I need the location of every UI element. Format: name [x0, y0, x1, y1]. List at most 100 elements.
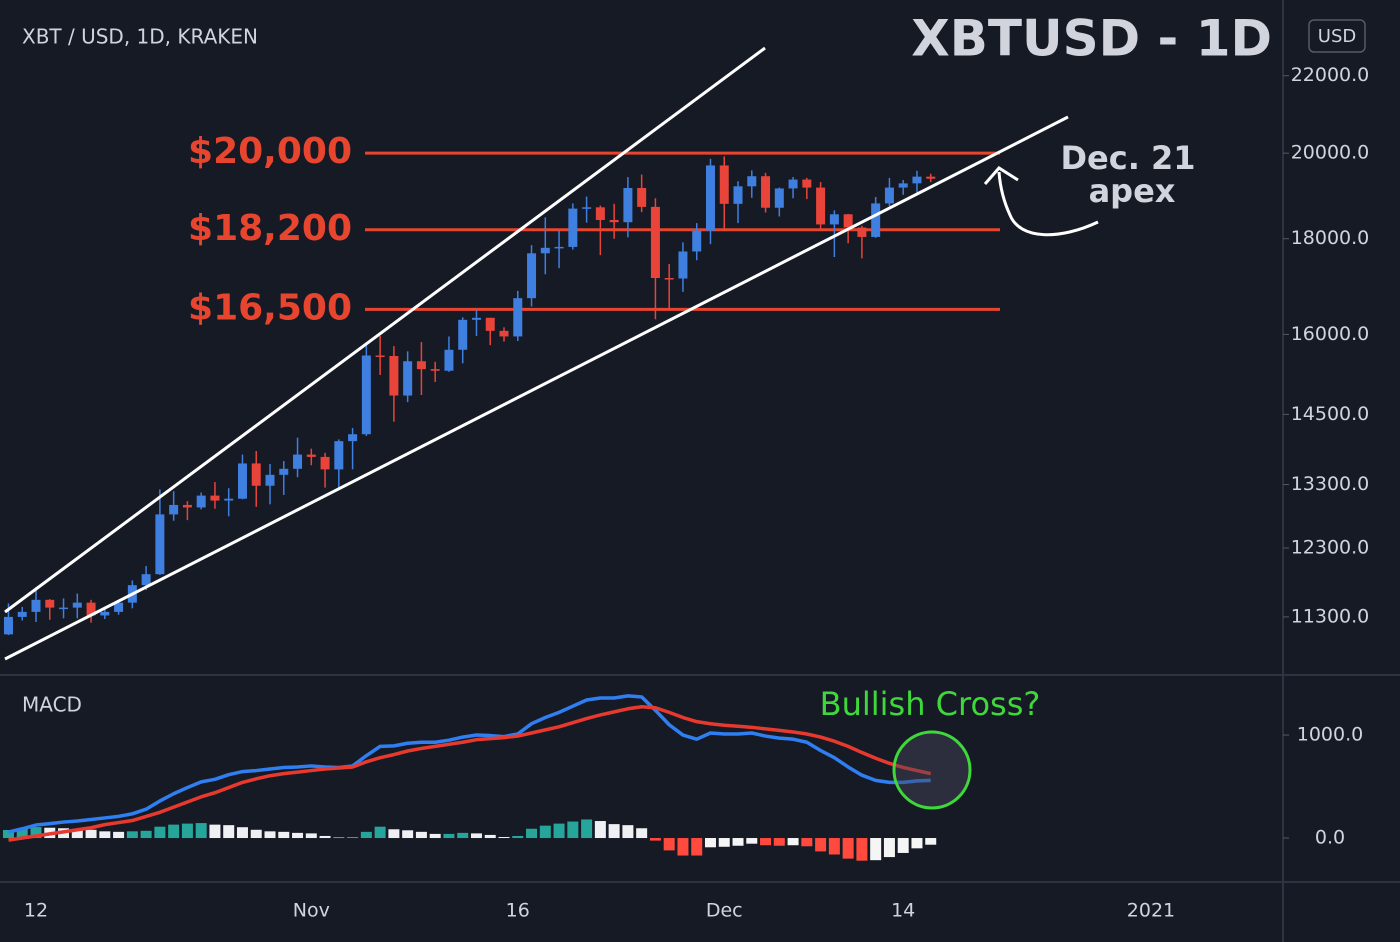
candle-body	[196, 495, 206, 508]
candle-body	[3, 616, 13, 635]
histogram-bar	[278, 831, 290, 839]
candle-body	[334, 441, 344, 470]
candle-body	[912, 176, 922, 184]
candle-body	[678, 251, 688, 279]
candle-body	[237, 463, 247, 499]
histogram-bar	[236, 827, 248, 839]
histogram-bar	[360, 831, 372, 839]
candle-body	[816, 187, 826, 225]
arrow	[997, 171, 1099, 237]
histogram-bar	[704, 838, 716, 848]
histogram-bar	[732, 838, 744, 846]
candle-body	[692, 230, 702, 252]
histogram-bar	[883, 838, 895, 858]
histogram-bar	[897, 838, 909, 853]
macd-line	[8, 704, 932, 842]
x-tick-label: 2021	[1127, 900, 1175, 922]
histogram-bar	[305, 833, 317, 839]
histogram-bar	[484, 834, 496, 839]
histogram-bar	[126, 831, 138, 839]
histogram-bar	[856, 838, 868, 861]
histogram-bar	[815, 838, 827, 852]
candle-body	[224, 498, 234, 501]
candle-body	[279, 468, 289, 475]
x-tick-label: Dec	[706, 900, 743, 922]
histogram-bar	[622, 825, 634, 839]
candle-body	[540, 247, 550, 254]
histogram-bar	[870, 838, 882, 861]
histogram-bar	[415, 831, 427, 839]
pane-title: MACD	[22, 693, 82, 717]
histogram-bar	[526, 828, 538, 839]
trend-line	[4, 115, 1069, 661]
histogram-bar	[760, 838, 772, 846]
histogram-bar	[567, 821, 579, 839]
histogram-bar	[374, 826, 386, 839]
candle-body	[155, 514, 165, 575]
candle-body	[926, 176, 936, 179]
candle-body	[293, 454, 303, 469]
candle-body	[747, 176, 757, 187]
candle-body	[843, 214, 853, 228]
x-tick-label: 12	[24, 900, 48, 922]
y-tick-label: 16000.0	[1291, 323, 1370, 345]
histogram-bar	[292, 832, 304, 839]
candle-body	[375, 355, 385, 357]
histogram-bar	[553, 823, 565, 839]
histogram-bar	[498, 836, 510, 839]
currency-label: USD	[1318, 26, 1356, 47]
candle-body	[59, 607, 69, 610]
candle-body	[141, 574, 151, 586]
candle-body	[416, 361, 426, 370]
histogram-bar	[16, 828, 28, 839]
histogram-bar	[209, 824, 221, 839]
candle-body	[554, 246, 564, 249]
candle-body	[664, 278, 674, 280]
candle-body	[568, 208, 578, 247]
x-tick-label: 14	[891, 900, 915, 922]
y-tick-label: 11300.0	[1291, 605, 1370, 627]
highlight-circle	[892, 730, 972, 810]
candle-body	[31, 599, 41, 612]
chart-subtitle: XBT / USD, 1D, KRAKEN	[22, 25, 258, 49]
y-tick-label: 20000.0	[1291, 142, 1370, 164]
candle-body	[389, 356, 399, 396]
candle-body	[829, 214, 839, 225]
histogram-bar	[333, 837, 345, 839]
histogram-bar	[773, 838, 785, 846]
histogram-bar	[787, 838, 799, 846]
histogram-bar	[677, 838, 689, 856]
histogram-bar	[195, 823, 207, 839]
histogram-bar	[429, 833, 441, 839]
level-label: $16,500	[188, 287, 352, 328]
histogram-bar	[402, 830, 414, 839]
candle-body	[513, 298, 523, 337]
histogram-bar	[99, 831, 111, 839]
candle-body	[251, 463, 261, 486]
histogram-bar	[457, 832, 469, 839]
histogram-bar	[443, 833, 455, 839]
y-tick-label: 13300.0	[1291, 473, 1370, 495]
histogram-bar	[842, 838, 854, 859]
candle-body	[182, 504, 192, 508]
candle-body	[361, 355, 371, 435]
candle-body	[637, 188, 647, 207]
histogram-bar	[925, 838, 937, 845]
candle-body	[265, 474, 275, 486]
histogram-bar	[388, 829, 400, 839]
histogram-bar	[649, 838, 661, 841]
candle-body	[884, 187, 894, 204]
candle-body	[733, 186, 743, 204]
candle-body	[444, 349, 454, 371]
histogram-bar	[801, 838, 813, 847]
level-label: $18,200	[188, 208, 352, 249]
candle-body	[788, 179, 798, 189]
histogram-bar	[691, 838, 703, 856]
candle-body	[430, 369, 440, 371]
x-tick-label: Nov	[293, 900, 330, 922]
candle-body	[320, 456, 330, 470]
annotation: Dec. 21	[1060, 139, 1195, 177]
y-tick-label: 14500.0	[1291, 403, 1370, 425]
histogram-bar	[347, 836, 359, 839]
candle-body	[802, 179, 812, 188]
